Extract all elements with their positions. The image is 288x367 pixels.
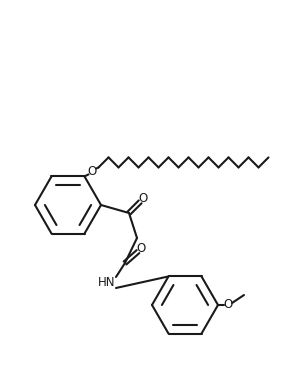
- Text: O: O: [138, 193, 148, 206]
- Text: O: O: [88, 165, 97, 178]
- Text: O: O: [223, 298, 233, 312]
- Text: HN: HN: [98, 276, 116, 290]
- Text: O: O: [137, 243, 146, 255]
